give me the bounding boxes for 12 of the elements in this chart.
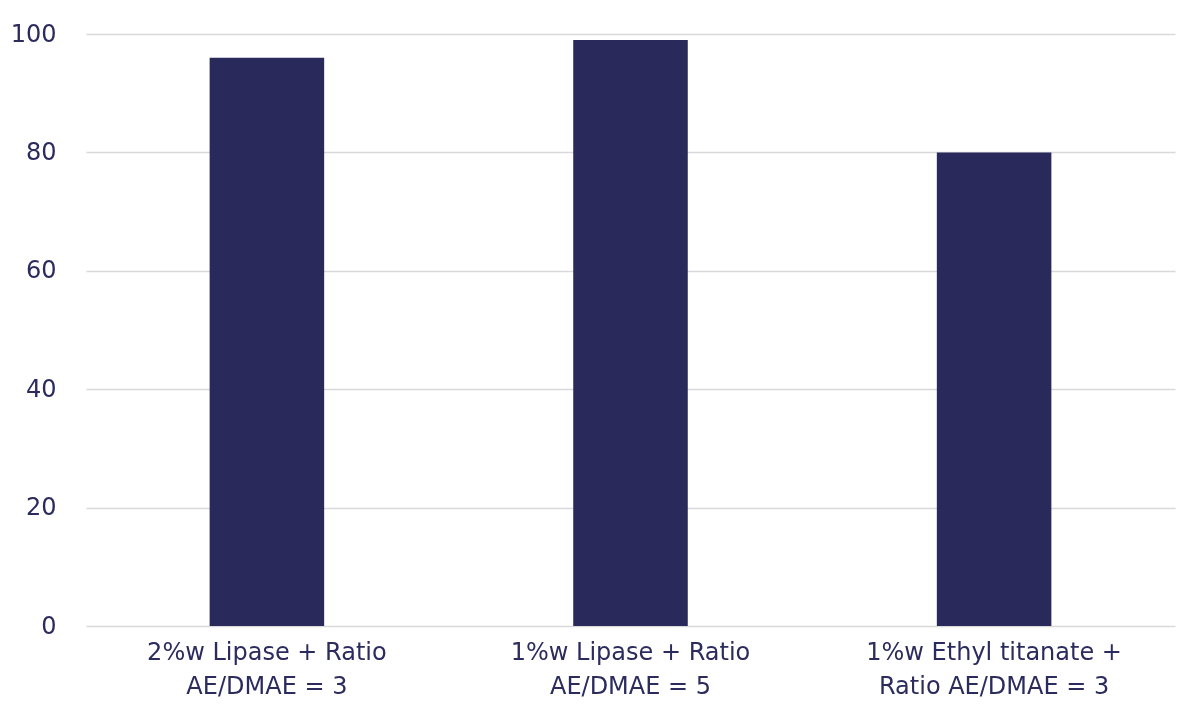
y-tick-label: 40 — [25, 374, 57, 403]
bar — [573, 39, 688, 626]
bar — [936, 152, 1052, 626]
y-tick-label: 20 — [25, 493, 57, 522]
y-tick-label: 0 — [41, 611, 57, 640]
x-tick-label: 1%w Ethyl titanate + Ratio AE/DMAE = 3 — [866, 637, 1122, 700]
y-tick-label: 80 — [25, 137, 57, 166]
x-tick-label: 2%w Lipase + Ratio AE/DMAE = 3 — [147, 637, 387, 700]
x-tick-label: 1%w Lipase + Ratio AE/DMAE = 5 — [510, 637, 751, 700]
bar — [209, 57, 325, 626]
y-tick-label: 100 — [10, 19, 57, 48]
y-tick-label: 60 — [25, 256, 57, 285]
